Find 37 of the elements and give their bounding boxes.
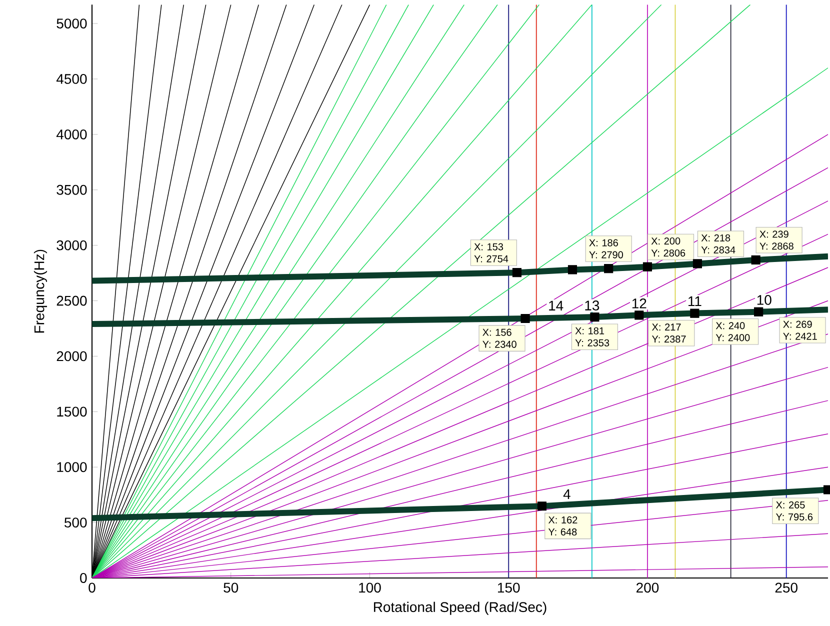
annotation: X: 239 Y: 2868 [760,230,794,250]
annotation: 12 [632,298,646,308]
x-tick-label: 100 [359,582,381,593]
y-tick-label: 2500 [56,296,87,306]
x-axis-title: Rotational Speed (Rad/Sec) [374,602,546,615]
annotation: X: 265 Y: 795.6 [776,501,813,520]
x-tick-label: 250 [775,582,798,593]
annotation: X: 269 Y: 2421 [783,320,817,340]
x-tick-label: 50 [224,582,238,593]
y-tick-label: 4500 [56,74,87,84]
annotation: X: 240 Y: 2400 [716,322,750,342]
annotation: 11 [688,296,702,306]
annotation: 4 [563,489,570,499]
y-tick-label: 5000 [56,18,87,28]
annotation: X: 181 Y: 2353 [575,327,610,346]
annotation: X: 156 Y: 2340 [482,328,516,348]
y-tick-label: 3500 [56,184,87,195]
x-tick-label: 200 [636,582,659,593]
annotation: X: 162 Y: 648 [548,516,578,536]
annotation: X: 218 Y: 2834 [701,234,736,254]
y-tick-label: 1500 [57,406,87,417]
y-tick-label: 500 [64,518,87,528]
annotation: 14 [549,300,564,310]
annotation: 10 [757,295,772,305]
annotation: X: 186 Y: 2790 [589,239,624,258]
annotation: X: 200 Y: 2806 [651,237,686,257]
annotation: 13 [585,300,600,310]
y-axis-title: Frequncy(Hz) [34,250,47,333]
y-tick-label: 2000 [56,351,87,362]
annotation: X: 217 Y: 2387 [652,324,686,343]
x-tick-label: 0 [88,582,96,593]
y-tick-label: 3000 [56,240,87,250]
y-tick-label: 4000 [56,129,87,140]
annotation: X: 153 Y: 2754 [474,243,508,262]
y-tick-label: 1000 [57,462,87,472]
x-tick-label: 150 [498,582,520,593]
y-tick-label: 0 [80,573,87,583]
